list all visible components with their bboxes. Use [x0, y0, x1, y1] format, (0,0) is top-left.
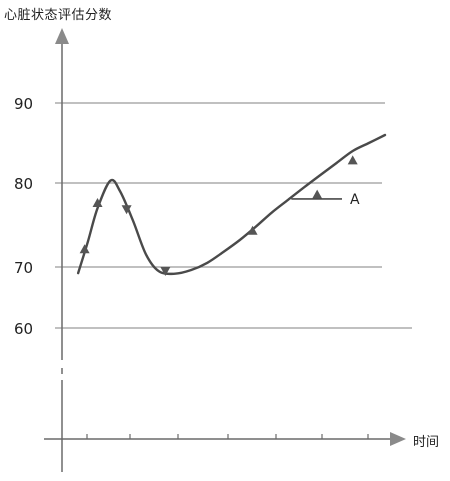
data-point-marker: [121, 205, 132, 215]
y-tick-label: 80: [14, 175, 33, 193]
y-tick-label: 70: [14, 259, 33, 277]
data-point-marker: [79, 244, 90, 254]
data-point-marker: [247, 225, 258, 235]
y-tick-label: 90: [14, 95, 33, 113]
x-axis-arrow: [390, 432, 406, 446]
data-point-marker: [312, 189, 323, 199]
x-axis-label: 时间: [413, 435, 440, 450]
annotation-label: A: [350, 192, 360, 208]
y-axis-label: 心脏状态评估分数: [4, 8, 113, 23]
y-axis-arrow: [55, 28, 69, 44]
data-point-marker: [160, 267, 171, 277]
data-point-marker: [92, 198, 103, 207]
data-point-marker: [347, 155, 358, 165]
y-tick-label: 60: [14, 320, 33, 338]
series-line: [76, 133, 387, 276]
